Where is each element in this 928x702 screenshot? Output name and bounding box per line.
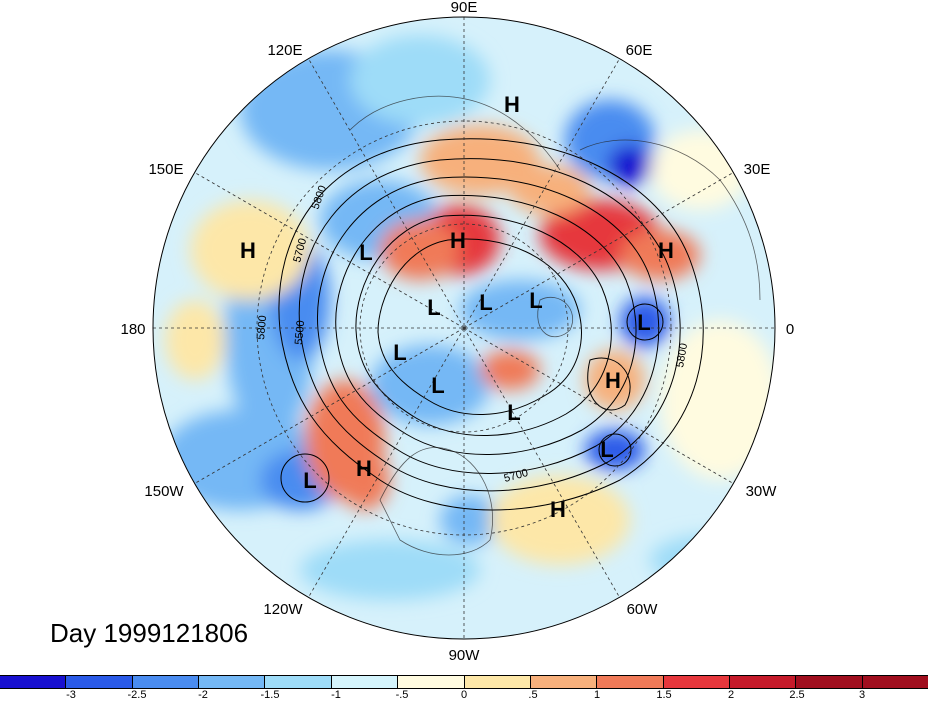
colorbar-tick-label: -1.5 [260, 689, 280, 701]
lon-label-180: 180 [120, 321, 145, 338]
colorbar-segment [530, 676, 598, 688]
low-marker: L [479, 290, 492, 315]
colorbar-tick-label: -2.5 [127, 689, 147, 701]
lon-label-60e: 60E [626, 42, 653, 59]
high-marker: H [356, 456, 372, 481]
low-marker: L [529, 288, 542, 313]
colorbar [0, 675, 928, 689]
colorbar-tick-label: 2 [727, 689, 735, 701]
lon-label-90w: 90W [449, 647, 481, 664]
colorbar-segment [663, 676, 730, 688]
height-contours [278, 138, 704, 511]
colorbar-segment [862, 676, 928, 688]
low-marker: L [393, 340, 406, 365]
lon-label-120w: 120W [263, 601, 303, 618]
lon-label-30e: 30E [744, 161, 771, 178]
low-marker: L [303, 468, 316, 493]
colorbar-segment [398, 676, 465, 688]
date-label: Day 1999121806 [50, 618, 249, 648]
colorbar-tick-label: -1 [331, 689, 341, 701]
high-marker: H [504, 92, 520, 117]
low-marker: L [431, 373, 444, 398]
colorbar-segment [464, 676, 531, 688]
colorbar-tick-label: -2 [198, 689, 208, 701]
contour-label: 5500 [293, 320, 307, 345]
contour-label: 5800 [255, 315, 269, 340]
contour-label: 5800 [674, 342, 690, 368]
lon-label-0: 0 [786, 321, 794, 338]
colorbar-tick-label: 1.5 [656, 689, 672, 701]
high-marker: H [605, 368, 621, 393]
lon-label-30w: 30W [746, 483, 778, 500]
high-marker: H [240, 238, 256, 263]
colorbar-tick-label: -.5 [395, 689, 409, 701]
colorbar-tick-label: .5 [528, 689, 538, 701]
colorbar-segment [199, 676, 266, 688]
colorbar-segment [66, 676, 133, 688]
colorbar-segment [132, 676, 200, 688]
high-marker: H [658, 238, 674, 263]
high-marker: H [450, 228, 466, 253]
graticule [153, 17, 775, 639]
anomaly-field [153, 17, 775, 639]
lon-label-90e: 90E [451, 0, 478, 16]
lon-label-150e: 150E [148, 161, 183, 178]
colorbar-labels: -3 -2.5 -2 -1.5 -1 -.5 0 .5 1 1.5 2 2.5 … [0, 689, 928, 702]
colorbar-segment [796, 676, 863, 688]
colorbar-segment [0, 676, 67, 688]
map-boundary [152, 16, 776, 640]
colorbar-tick-label: 0 [460, 689, 468, 701]
high-marker: H [550, 497, 566, 522]
colorbar-segment [265, 676, 332, 688]
colorbar-tick-label: -3 [66, 689, 76, 701]
lon-label-60w: 60W [627, 601, 659, 618]
low-marker: L [637, 310, 650, 335]
low-marker: L [359, 240, 372, 265]
colorbar-segment [729, 676, 797, 688]
colorbar-tick-label: 1 [593, 689, 601, 701]
low-marker: L [600, 437, 613, 462]
low-marker: L [507, 400, 520, 425]
colorbar-tick-label: 2.5 [789, 689, 805, 701]
colorbar-tick-label: 3 [858, 689, 866, 701]
colorbar-segment [597, 676, 664, 688]
colorbar-segment [331, 676, 399, 688]
lon-label-150w: 150W [144, 483, 184, 500]
low-marker: L [427, 295, 440, 320]
lon-label-120e: 120E [267, 42, 302, 59]
